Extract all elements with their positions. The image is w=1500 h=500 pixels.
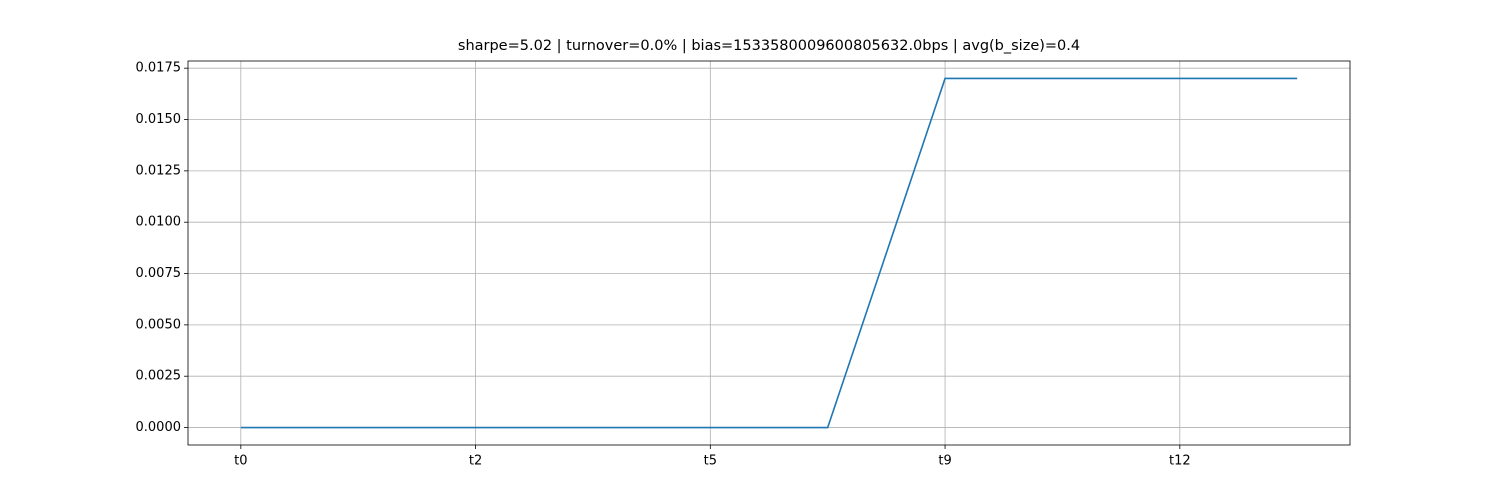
x-tick-label: t12	[1169, 454, 1191, 469]
x-tick-label: t9	[938, 454, 951, 469]
y-tick-label: 0.0150	[136, 112, 182, 127]
y-tick-label: 0.0075	[136, 266, 182, 281]
plot-frame	[187, 60, 1351, 446]
chart-title: sharpe=5.02 | turnover=0.0% | bias=15335…	[458, 38, 1080, 54]
y-tick-label: 0.0100	[136, 215, 182, 230]
y-tick-label: 0.0000	[136, 420, 182, 435]
line	[240, 77, 1298, 429]
x-tick-label: t5	[704, 454, 717, 469]
y-tick-label: 0.0050	[136, 317, 182, 332]
y-tick-label: 0.0175	[136, 61, 182, 76]
x-tick-label: t0	[234, 454, 247, 469]
x-tick-label: t2	[469, 454, 482, 469]
y-tick-label: 0.0025	[136, 369, 182, 384]
y-tick-label: 0.0125	[136, 163, 182, 178]
